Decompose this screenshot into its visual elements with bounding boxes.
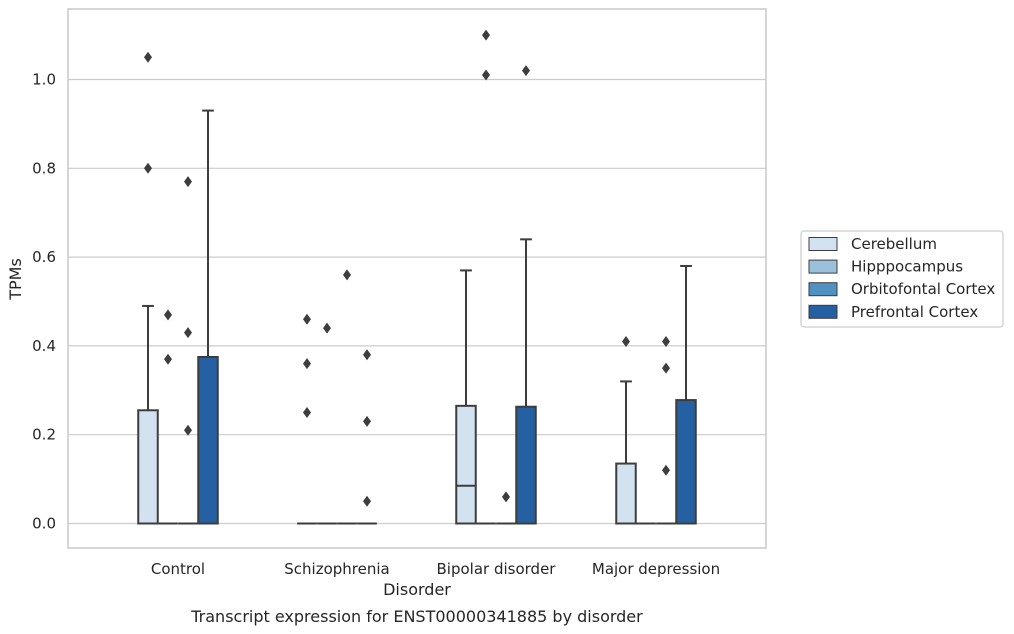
y-tick-label: 0.2: [32, 426, 56, 444]
box-hipppocampus: [476, 29, 496, 525]
box-cerebellum: [455, 269, 477, 525]
x-tick-labels: Control Schizophrenia Bipolar disorder Majo…: [151, 560, 720, 578]
outlier-point: [303, 313, 311, 325]
box-cerebellum: [137, 51, 159, 525]
x-tick-label: Control: [151, 560, 205, 578]
box-orbitofontal-cortex: [496, 491, 516, 525]
x-tick-label: Bipolar disorder: [437, 560, 557, 578]
outlier-point: [522, 65, 530, 77]
chart-caption: Transcript expression for ENST0000034188…: [190, 607, 643, 626]
y-tick-label: 0.0: [32, 515, 56, 533]
grid-lines: [68, 78, 766, 525]
outlier-point: [482, 69, 490, 81]
box-cerebellum: [297, 313, 317, 525]
outlier-point: [363, 415, 371, 427]
legend-swatch: [808, 282, 838, 297]
y-tick-label: 0.6: [32, 248, 56, 266]
legend-swatch: [808, 304, 838, 319]
box-body: [137, 409, 159, 525]
box-body: [615, 462, 637, 525]
outlier-point: [502, 491, 510, 503]
outlier-point: [343, 269, 351, 281]
outlier-point: [303, 358, 311, 370]
legend-item: Orbitofontal Cortex: [808, 280, 995, 298]
legend-label: Orbitofontal Cortex: [851, 280, 995, 298]
plot-marks: [137, 29, 697, 525]
box-prefrontal-cortex: [675, 264, 697, 525]
box-cerebellum: [615, 335, 637, 525]
y-tick-labels: 0.0 0.2 0.4 0.6 0.8 1.0: [32, 71, 56, 533]
outlier-point: [164, 309, 172, 321]
outlier-point: [662, 362, 670, 374]
legend-frame: [800, 230, 1004, 328]
box-orbitofontal-cortex: [178, 176, 198, 525]
outlier-point: [184, 176, 192, 188]
legend-label: Prefrontal Cortex: [851, 303, 978, 321]
legend: Cerebellum Hipppocampus Orbitofontal Corte…: [800, 230, 1004, 328]
outlier-point: [323, 322, 331, 334]
legend-label: Cerebellum: [851, 235, 937, 253]
box-body: [455, 404, 477, 525]
outlier-point: [164, 353, 172, 365]
box-orbitofontal-cortex: [656, 335, 676, 525]
plot-frame: [67, 8, 767, 549]
outlier-point: [144, 162, 152, 174]
box-body: [197, 356, 219, 525]
box-prefrontal-cortex: [197, 109, 219, 525]
outlier-point: [184, 327, 192, 339]
legend-swatch: [808, 259, 838, 274]
x-tick-label: Schizophrenia: [284, 560, 389, 578]
outlier-point: [662, 335, 670, 347]
legend-label: Hipppocampus: [851, 258, 963, 276]
y-tick-label: 0.4: [32, 337, 56, 355]
x-tick-label: Major depression: [592, 560, 720, 578]
box-body: [515, 405, 537, 525]
legend-swatch: [808, 237, 838, 251]
legend-item: Hipppocampus: [808, 258, 963, 276]
y-tick-label: 1.0: [32, 71, 56, 89]
legend-item: Prefrontal Cortex: [808, 303, 978, 321]
box-orbitofontal-cortex: [337, 269, 357, 525]
box-body: [675, 399, 697, 525]
box-prefrontal-cortex: [357, 349, 377, 525]
legend-item: Cerebellum: [808, 235, 937, 253]
outlier-point: [184, 424, 192, 436]
outlier-point: [144, 51, 152, 63]
outlier-point: [482, 29, 490, 41]
x-axis-title: Disorder: [383, 580, 451, 599]
y-tick-label: 0.8: [32, 159, 56, 177]
outlier-point: [363, 349, 371, 361]
outlier-point: [363, 495, 371, 507]
y-axis-title: TPMs: [6, 258, 25, 301]
box-hipppocampus: [317, 322, 337, 525]
outlier-point: [622, 335, 630, 347]
box-prefrontal-cortex: [515, 65, 537, 525]
box-hipppocampus: [158, 309, 178, 525]
outlier-point: [662, 464, 670, 476]
outlier-point: [303, 407, 311, 418]
